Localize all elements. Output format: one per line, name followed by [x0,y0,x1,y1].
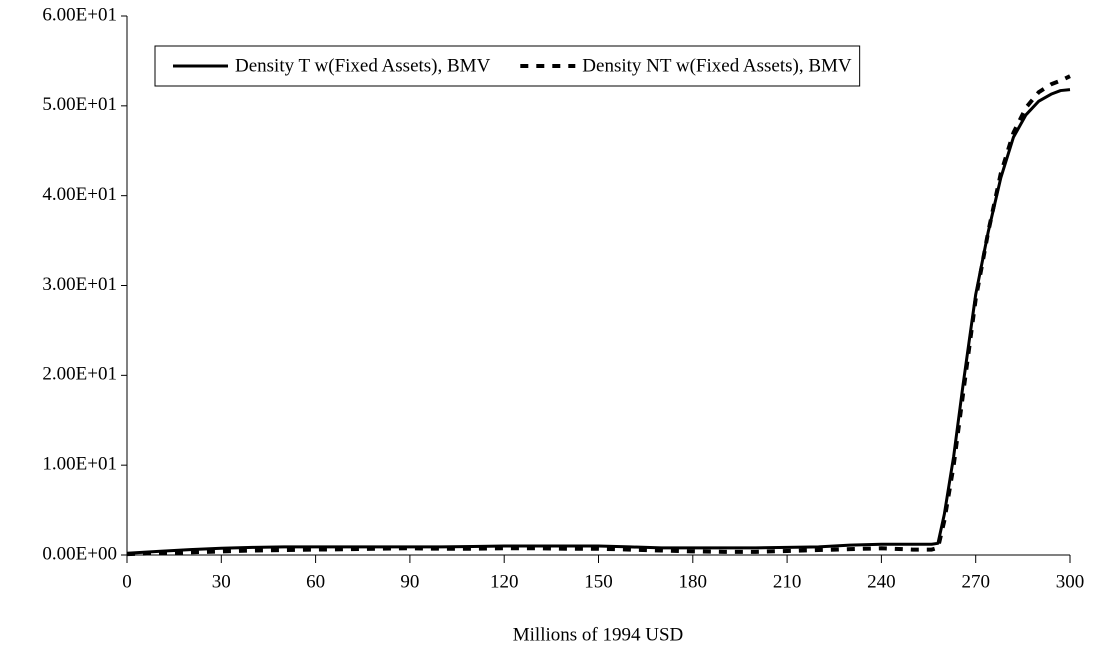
x-tick-label: 240 [867,571,896,592]
y-tick-label: 2.00E+01 [42,364,117,385]
x-tick-label: 150 [584,571,613,592]
line-series [126,88,1071,555]
x-tick-label: 30 [212,571,231,592]
y-tick-label: 5.00E+01 [42,94,117,115]
x-tick-label: 270 [961,571,990,592]
x-tick-label: 300 [1056,571,1085,592]
x-tick-label: 90 [400,571,419,592]
legend-label: Density NT w(Fixed Assets), BMV [582,55,852,76]
x-tick-label: 210 [773,571,802,592]
y-tick-label: 6.00E+01 [42,4,117,25]
y-tick-label: 1.00E+01 [42,454,117,475]
x-axis-label: Millions of 1994 USD [513,624,684,645]
x-tick-label: 120 [490,571,519,592]
legend-label: Density T w(Fixed Assets), BMV [235,55,491,76]
y-tick-label: 0.00E+00 [42,543,117,564]
x-tick-label: 0 [122,571,132,592]
y-tick-label: 3.00E+01 [42,274,117,295]
x-tick-label: 180 [679,571,708,592]
y-tick-label: 4.00E+01 [42,184,117,205]
x-tick-label: 60 [306,571,325,592]
line-series [126,74,1071,557]
legend-box [154,45,861,87]
